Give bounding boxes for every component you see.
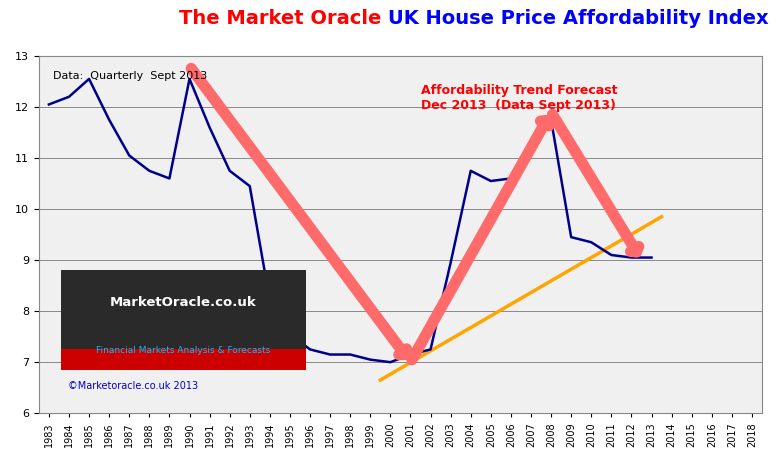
Text: MarketOracle.co.uk: MarketOracle.co.uk	[110, 296, 257, 309]
FancyBboxPatch shape	[61, 349, 306, 371]
Text: Data:  Quarterly  Sept 2013: Data: Quarterly Sept 2013	[53, 71, 207, 81]
Text: ©Marketoracle.co.uk 2013: ©Marketoracle.co.uk 2013	[68, 381, 198, 391]
Text: Financial Markets Analysis & Forecasts: Financial Markets Analysis & Forecasts	[96, 346, 270, 355]
Text: The Market Oracle: The Market Oracle	[179, 9, 388, 28]
Text: UK House Price Affordability Index: UK House Price Affordability Index	[388, 9, 769, 28]
FancyBboxPatch shape	[61, 270, 306, 371]
Text: Affordability Trend Forecast
Dec 2013  (Data Sept 2013): Affordability Trend Forecast Dec 2013 (D…	[420, 84, 617, 112]
